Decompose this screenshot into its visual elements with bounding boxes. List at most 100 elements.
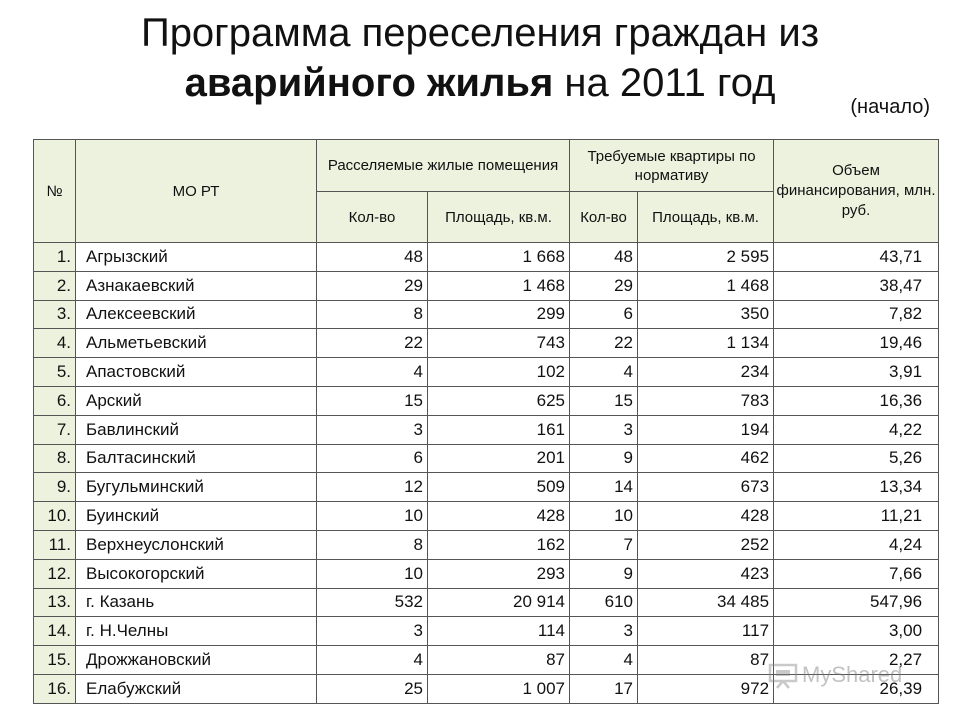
cell-num: 8. [33,443,76,474]
cell-required-count: 29 [569,270,639,301]
cell-resettled-area: 509 [426,472,571,503]
cell-required-area: 1 134 [637,328,775,359]
cell-mo: Алексеевский [75,299,317,330]
cell-financing: 16,36 [773,385,940,416]
cell-financing: 4,24 [773,529,940,560]
cell-financing: 3,91 [773,357,940,387]
cell-financing: 7,82 [773,299,940,330]
table-row: 10. Буинский 10 428 10 428 11,21 [33,501,940,531]
cell-required-count: 9 [569,558,639,589]
cell-required-count: 9 [569,443,639,474]
cell-num: 3. [33,299,76,330]
cell-num: 16. [33,673,76,704]
cell-financing: 26,39 [773,673,940,704]
cell-resettled-area: 299 [426,299,571,330]
cell-required-area: 462 [637,443,775,474]
cell-num: 11. [33,529,76,560]
cell-required-area: 350 [637,299,775,330]
cell-required-count: 48 [569,242,639,272]
title-line-2: аварийного жилья на 2011 год [0,58,960,108]
cell-resettled-count: 22 [316,328,428,359]
header-resettled-count: Кол-во [316,191,428,243]
title-line-1: Программа переселения граждан из [140,11,820,55]
cell-required-count: 6 [569,299,639,330]
cell-financing: 7,66 [773,558,940,589]
cell-required-area: 783 [637,385,775,416]
cell-resettled-count: 8 [316,299,428,330]
cell-financing: 43,71 [773,242,940,272]
cell-required-area: 252 [637,529,775,560]
table-row: 8. Балтасинский 6 201 9 462 5,26 [33,443,940,474]
cell-resettled-area: 114 [426,616,571,647]
cell-required-area: 87 [637,645,775,675]
cell-required-count: 22 [569,328,639,359]
title-rest-part: на 2011 год [553,61,776,105]
cell-mo: Бугульминский [75,472,317,503]
cell-mo: Агрызский [75,242,317,272]
cell-num: 15. [33,645,76,675]
cell-required-area: 423 [637,558,775,589]
cell-required-area: 972 [637,673,775,704]
table-row: 15. Дрожжановский 4 87 4 87 2,27 [33,645,940,675]
table-row: 7. Бавлинский 3 161 3 194 4,22 [33,414,940,445]
cell-resettled-area: 428 [426,501,571,531]
header-required-count: Кол-во [569,191,639,243]
cell-financing: 5,26 [773,443,940,474]
cell-required-area: 194 [637,414,775,445]
table-row: 12. Высокогорский 10 293 9 423 7,66 [33,558,940,589]
cell-required-area: 673 [637,472,775,503]
cell-resettled-count: 29 [316,270,428,301]
cell-num: 6. [33,385,76,416]
cell-financing: 3,00 [773,616,940,647]
cell-mo: Дрожжановский [75,645,317,675]
cell-resettled-count: 532 [316,587,428,618]
cell-num: 9. [33,472,76,503]
page-title: Программа переселения граждан из аварийн… [0,8,960,108]
cell-resettled-area: 1 668 [426,242,571,272]
cell-mo: г. Н.Челны [75,616,317,647]
cell-required-count: 3 [569,414,639,445]
cell-required-count: 14 [569,472,639,503]
cell-num: 7. [33,414,76,445]
cell-resettled-area: 1 468 [426,270,571,301]
header-required-group: Требуемые квартиры по нормативу [569,139,775,192]
cell-num: 4. [33,328,76,359]
cell-resettled-area: 20 914 [426,587,571,618]
cell-required-count: 7 [569,529,639,560]
header-financing: Объем финансирования, млн. руб. [773,139,940,243]
cell-mo: Альметьевский [75,328,317,359]
table-row: 16. Елабужский 25 1 007 17 972 26,39 [33,673,940,704]
cell-resettled-area: 87 [426,645,571,675]
cell-num: 13. [33,587,76,618]
table-header: № МО РТ Расселяемые жилые помещения Треб… [33,139,940,243]
cell-required-count: 4 [569,645,639,675]
subtitle-note: (начало) [850,96,930,118]
cell-num: 5. [33,357,76,387]
cell-mo: Елабужский [75,673,317,704]
cell-resettled-count: 4 [316,645,428,675]
cell-financing: 11,21 [773,501,940,531]
cell-required-count: 10 [569,501,639,531]
cell-mo: Бавлинский [75,414,317,445]
table-row: 9. Бугульминский 12 509 14 673 13,34 [33,472,940,503]
cell-mo: Буинский [75,501,317,531]
cell-mo: г. Казань [75,587,317,618]
cell-resettled-area: 1 007 [426,673,571,704]
cell-mo: Азнакаевский [75,270,317,301]
cell-resettled-count: 4 [316,357,428,387]
cell-num: 2. [33,270,76,301]
cell-mo: Верхнеуслонский [75,529,317,560]
cell-resettled-area: 743 [426,328,571,359]
table-row: 14. г. Н.Челны 3 114 3 117 3,00 [33,616,940,647]
header-required-area: Площадь, кв.м. [637,191,775,243]
cell-resettled-count: 8 [316,529,428,560]
cell-num: 1. [33,242,76,272]
header-mo: МО РТ [75,139,317,243]
cell-required-area: 2 595 [637,242,775,272]
cell-resettled-count: 3 [316,414,428,445]
cell-resettled-area: 161 [426,414,571,445]
cell-resettled-area: 201 [426,443,571,474]
cell-mo: Высокогорский [75,558,317,589]
cell-resettled-area: 102 [426,357,571,387]
header-num: № [33,139,76,243]
